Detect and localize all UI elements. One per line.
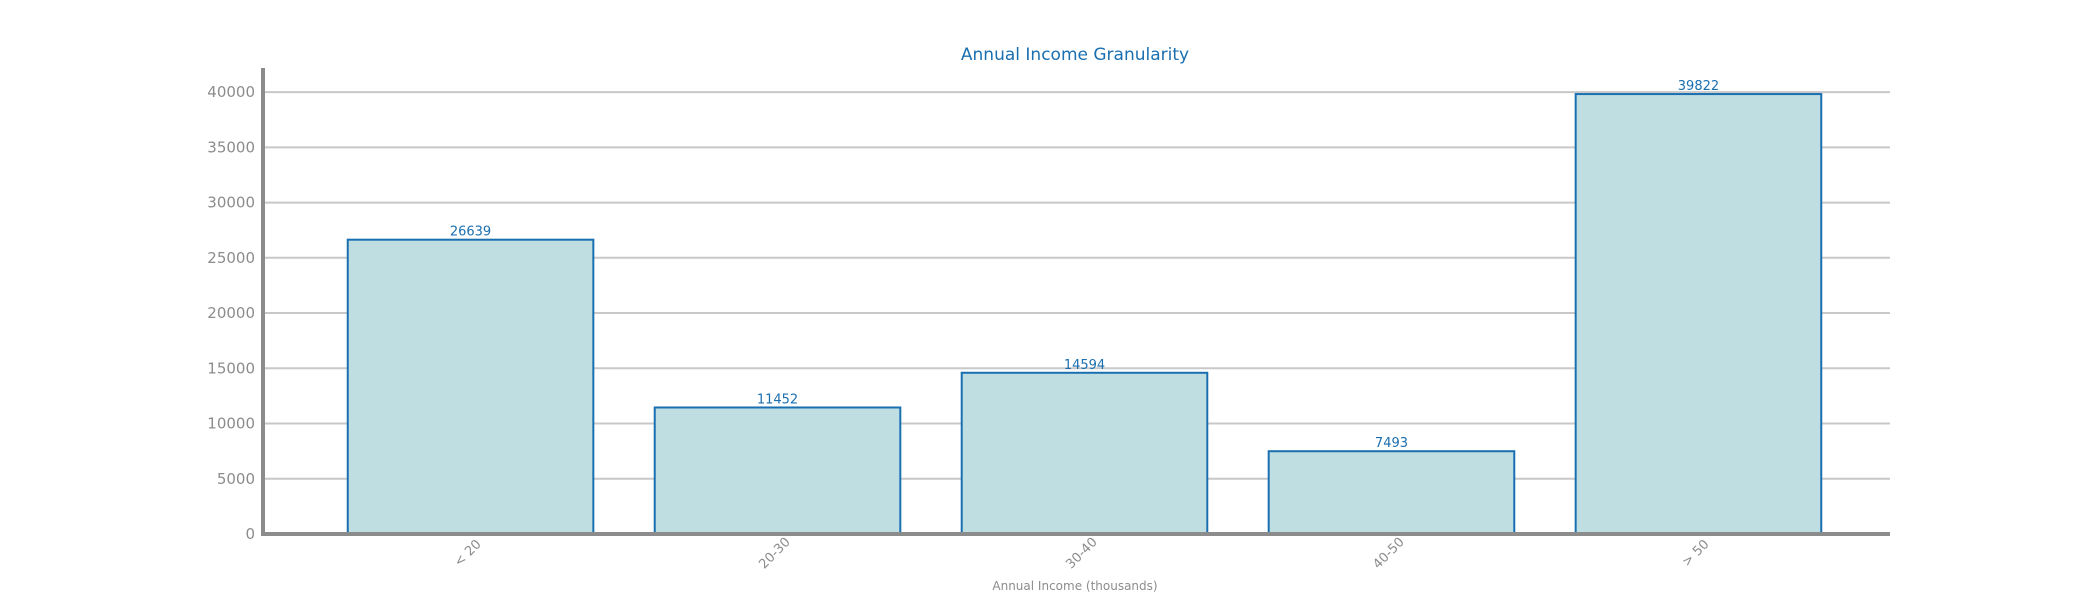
bar-value-label: 26639	[450, 225, 491, 240]
bar	[960, 371, 1209, 536]
y-tick-label: 10000	[207, 415, 255, 433]
y-tick-label: 20000	[207, 304, 255, 322]
bar-value-label: 14594	[1064, 358, 1105, 373]
bar	[1574, 93, 1823, 536]
x-tick-label: < 20	[452, 537, 485, 570]
x-tick-label: 20-30	[756, 535, 793, 572]
y-tick-label: 30000	[207, 194, 255, 212]
bar	[1267, 450, 1516, 535]
x-tick-labels: < 20 20-30 30-40 40-50 > 50	[452, 535, 1713, 572]
y-tick-labels: 0 5000 10000 15000 20000 25000 30000 35000 40000	[207, 83, 255, 543]
y-tick-label: 5000	[217, 470, 255, 488]
bars	[346, 93, 1823, 536]
bar-value-label: 7493	[1375, 436, 1408, 451]
x-axis-label: Annual Income (thousands)	[992, 579, 1157, 593]
bar-value-label: 39822	[1678, 79, 1719, 94]
y-tick-label: 15000	[207, 359, 255, 377]
bar	[346, 238, 595, 535]
y-tick-label: 40000	[207, 83, 255, 101]
bar	[653, 406, 902, 535]
bar-value-label: 11452	[757, 392, 798, 407]
x-tick-label: > 50	[1680, 537, 1713, 570]
y-tick-label: 35000	[207, 138, 255, 156]
x-tick-label: 40-50	[1370, 535, 1407, 572]
y-tick-label: 25000	[207, 249, 255, 267]
data-labels: 26639 11452 14594 7493 39822	[450, 79, 1719, 451]
x-tick-label: 30-40	[1063, 535, 1100, 572]
y-tick-label: 0	[245, 525, 255, 543]
chart-title: Annual Income Granularity	[961, 45, 1189, 65]
